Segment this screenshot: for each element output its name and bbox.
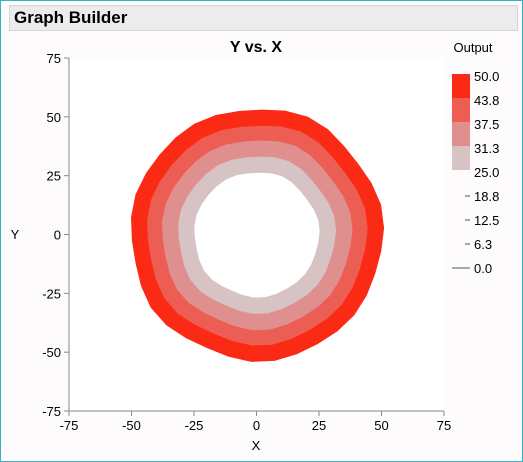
- y-tick-label: 75: [47, 51, 61, 66]
- y-tick-label: -25: [42, 286, 61, 301]
- legend-swatch-0: [452, 74, 470, 98]
- legend-label: 43.8: [474, 93, 499, 108]
- legend-label: 18.8: [474, 189, 499, 204]
- y-tick-label: 50: [47, 110, 61, 125]
- window-title: Graph Builder: [14, 8, 128, 27]
- x-tick-label: 25: [312, 418, 326, 433]
- legend-title: Output: [453, 40, 492, 55]
- legend-swatch-2: [452, 122, 470, 146]
- plot-area: [69, 58, 444, 411]
- legend-label: 6.3: [474, 237, 492, 252]
- y-tick-label: 0: [54, 228, 61, 243]
- chart-title: Y vs. X: [230, 39, 283, 56]
- legend-label: 12.5: [474, 213, 499, 228]
- legend-swatch-1: [452, 98, 470, 122]
- x-tick-label: 75: [437, 418, 451, 433]
- contour-band-4: [194, 172, 320, 298]
- legend-label: 0.0: [474, 261, 492, 276]
- legend: Output 50.0 43.8 37.5 31.3 25.0 18.8 12.5 6.3 0.0: [452, 40, 499, 276]
- y-axis-label: Y: [11, 227, 20, 242]
- legend-label: 50.0: [474, 69, 499, 84]
- legend-label: 37.5: [474, 117, 499, 132]
- x-tick-label: 0: [253, 418, 260, 433]
- axes: -75 -50 -25 0 25 50 75 75 50 25 0 -25 -50 -75: [42, 51, 451, 433]
- x-tick-label: -50: [122, 418, 141, 433]
- y-tick-label: -50: [42, 345, 61, 360]
- x-tick-label: 50: [374, 418, 388, 433]
- x-tick-label: -25: [185, 418, 204, 433]
- x-tick-label: -75: [60, 418, 79, 433]
- legend-label: 25.0: [474, 165, 499, 180]
- window-titlebar: Graph Builder: [9, 5, 518, 31]
- legend-label: 31.3: [474, 141, 499, 156]
- y-tick-label: -75: [42, 404, 61, 419]
- legend-swatch-3: [452, 146, 470, 170]
- y-tick-label: 25: [47, 169, 61, 184]
- x-axis-label: X: [252, 438, 261, 453]
